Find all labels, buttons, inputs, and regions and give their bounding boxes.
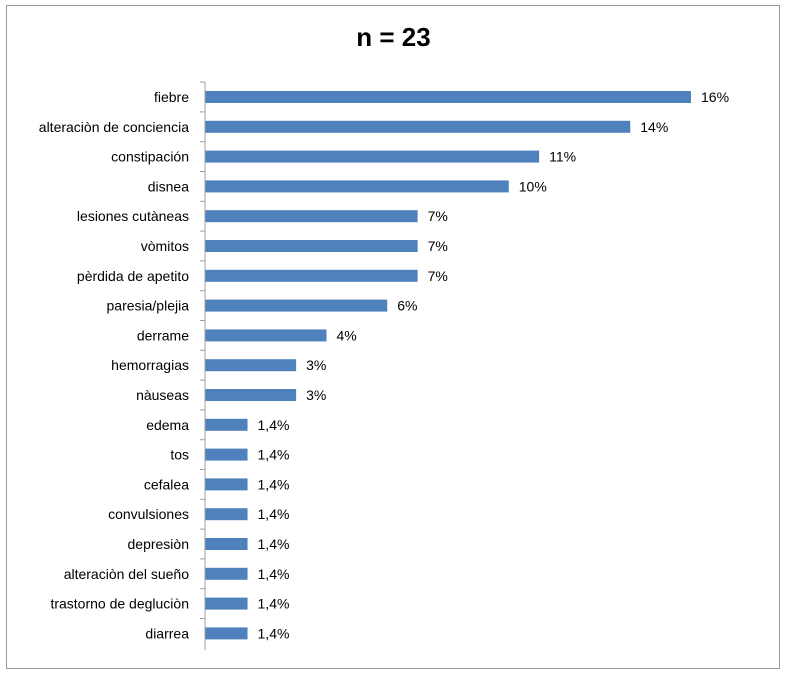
bar [205,299,388,312]
data-label: 1,4% [258,625,290,641]
data-label: 10% [519,178,547,194]
bars-layer: fiebre 16% alteraciòn de conciencia 14% cons… [39,81,729,641]
category-label: nàuseas [136,387,189,403]
category-label: paresia/plejia [107,298,190,314]
chart-title: n = 23 [356,22,431,52]
category-label: vòmitos [141,238,189,254]
data-label: 4% [337,327,357,343]
category-label: derrame [137,327,189,343]
data-label: 1,4% [258,417,290,433]
bar [205,567,248,580]
data-label: 7% [428,268,448,284]
data-label: 14% [640,119,668,135]
category-label: disnea [148,178,189,194]
category-label: hemorragias [111,357,189,373]
bar [205,269,418,282]
data-label: 7% [428,208,448,224]
category-label: convulsiones [108,506,189,522]
bar [205,538,248,550]
bar [205,359,297,372]
bar [205,597,248,610]
category-label: alteraciòn de conciencia [39,119,189,135]
bar [205,120,631,133]
category-label: pèrdida de apetito [77,268,189,284]
chart-frame [6,5,780,669]
data-label: 3% [306,357,326,373]
category-label: lesiones cutàneas [77,208,189,224]
category-label: depresiòn [128,536,190,552]
data-label: 11% [549,149,576,165]
bar [205,180,509,193]
category-label: constipación [111,149,189,165]
data-label: 1,4% [258,476,290,492]
bar [205,240,418,252]
category-label: fiebre [154,89,189,105]
bar [205,91,691,103]
data-label: 3% [306,387,326,403]
data-label: 1,4% [258,596,290,612]
bar [205,329,327,342]
bar [205,150,540,163]
bar [205,508,248,521]
bar [205,418,248,431]
data-label: 1,4% [258,536,290,552]
data-label: 1,4% [258,566,290,582]
data-label: 7% [428,238,448,254]
category-label: trastorno de degluciòn [50,596,189,612]
category-label: alteraciòn del sueño [64,566,190,582]
bar [205,389,297,401]
data-label: 6% [397,298,417,314]
data-label: 1,4% [258,447,290,463]
category-label: cefalea [144,476,189,492]
bar [205,478,248,491]
data-label: 16% [701,89,729,105]
bar [205,448,248,461]
bar [205,210,418,223]
category-label: diarrea [145,625,189,641]
category-label: edema [146,417,189,433]
bar [205,627,248,640]
category-label: tos [170,447,189,463]
data-label: 1,4% [258,506,290,522]
